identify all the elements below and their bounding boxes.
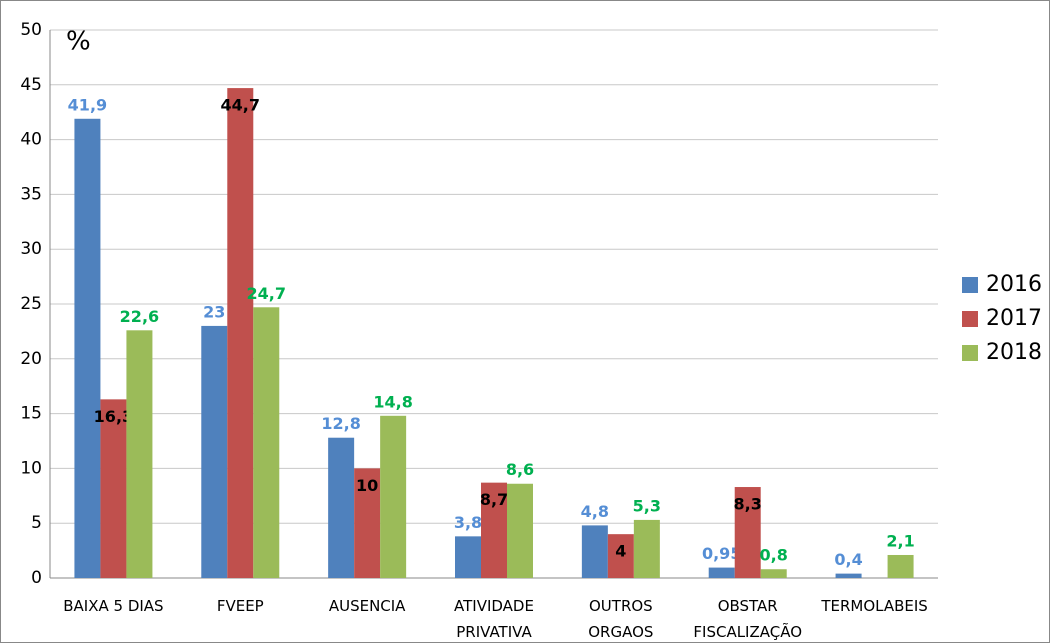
bar [887, 554, 914, 578]
y-tick-label: 40 [20, 130, 42, 150]
data-label: 8,7 [480, 490, 508, 509]
x-tick-label: BAIXA 5 DIAS [63, 597, 163, 615]
data-label: 22,6 [120, 307, 159, 326]
data-label: 5,3 [633, 496, 661, 515]
bar [455, 536, 481, 578]
data-label: 4 [615, 542, 626, 561]
data-label: 10 [356, 476, 378, 495]
legend-label: 2018 [986, 340, 1042, 365]
x-tick-label: FVEEP [217, 597, 264, 615]
x-tick-label: OUTROS ORGAOS [588, 597, 653, 641]
bar [481, 482, 507, 578]
y-tick-label: 50 [20, 20, 42, 40]
bar [380, 415, 407, 578]
bar [328, 437, 355, 578]
y-tick-label: 0 [31, 568, 42, 588]
legend-swatch [962, 311, 978, 327]
data-label: 4,8 [581, 502, 609, 521]
bar [126, 330, 153, 578]
bar [581, 525, 608, 578]
data-label: 16,3 [94, 407, 133, 426]
bar [227, 88, 254, 578]
data-label: 12,8 [321, 414, 360, 433]
x-tick-label: OBSTAR FISCALIZAÇÃO [693, 597, 802, 641]
legend-label: 2016 [986, 272, 1042, 297]
data-label: 44,7 [221, 96, 260, 115]
y-tick-label: 5 [31, 513, 42, 533]
bar [760, 569, 787, 578]
bar [835, 573, 862, 578]
legend-swatch [962, 345, 978, 361]
bar [734, 487, 761, 578]
y-tick-label: 25 [20, 294, 42, 314]
data-label: 3,8 [454, 513, 482, 532]
data-label: 0,8 [760, 546, 788, 565]
bar [354, 468, 381, 578]
data-label: 8,6 [506, 460, 534, 479]
bar [507, 483, 533, 578]
x-tick-label: ATIVIDADE PRIVATIVA [454, 597, 534, 641]
data-label: 24,7 [247, 284, 286, 303]
data-label: 8,3 [734, 495, 762, 514]
bar [633, 519, 660, 578]
bar [607, 534, 634, 578]
bar [253, 307, 280, 578]
y-tick-label: 45 [20, 75, 42, 95]
data-label: 2,1 [886, 531, 914, 550]
data-label: 0,4 [834, 550, 862, 569]
bar [201, 325, 228, 578]
legend-swatch [962, 277, 978, 293]
data-label: 23 [203, 302, 225, 321]
y-tick-label: 35 [20, 184, 42, 204]
data-label: 41,9 [68, 95, 107, 114]
x-tick-label: AUSENCIA [329, 597, 406, 615]
y-tick-label: 30 [20, 239, 42, 259]
bar [74, 118, 101, 578]
legend-label: 2017 [986, 306, 1042, 331]
y-tick-label: 15 [20, 404, 42, 424]
bar [100, 399, 127, 578]
data-label: 0,95 [702, 544, 741, 563]
x-tick-label: TERMOLABEIS [820, 597, 928, 615]
bar [708, 567, 735, 578]
data-label: 14,8 [373, 392, 412, 411]
y-tick-label: 10 [20, 458, 42, 478]
y-tick-label: 20 [20, 349, 42, 369]
y-axis-label: % [66, 27, 91, 57]
